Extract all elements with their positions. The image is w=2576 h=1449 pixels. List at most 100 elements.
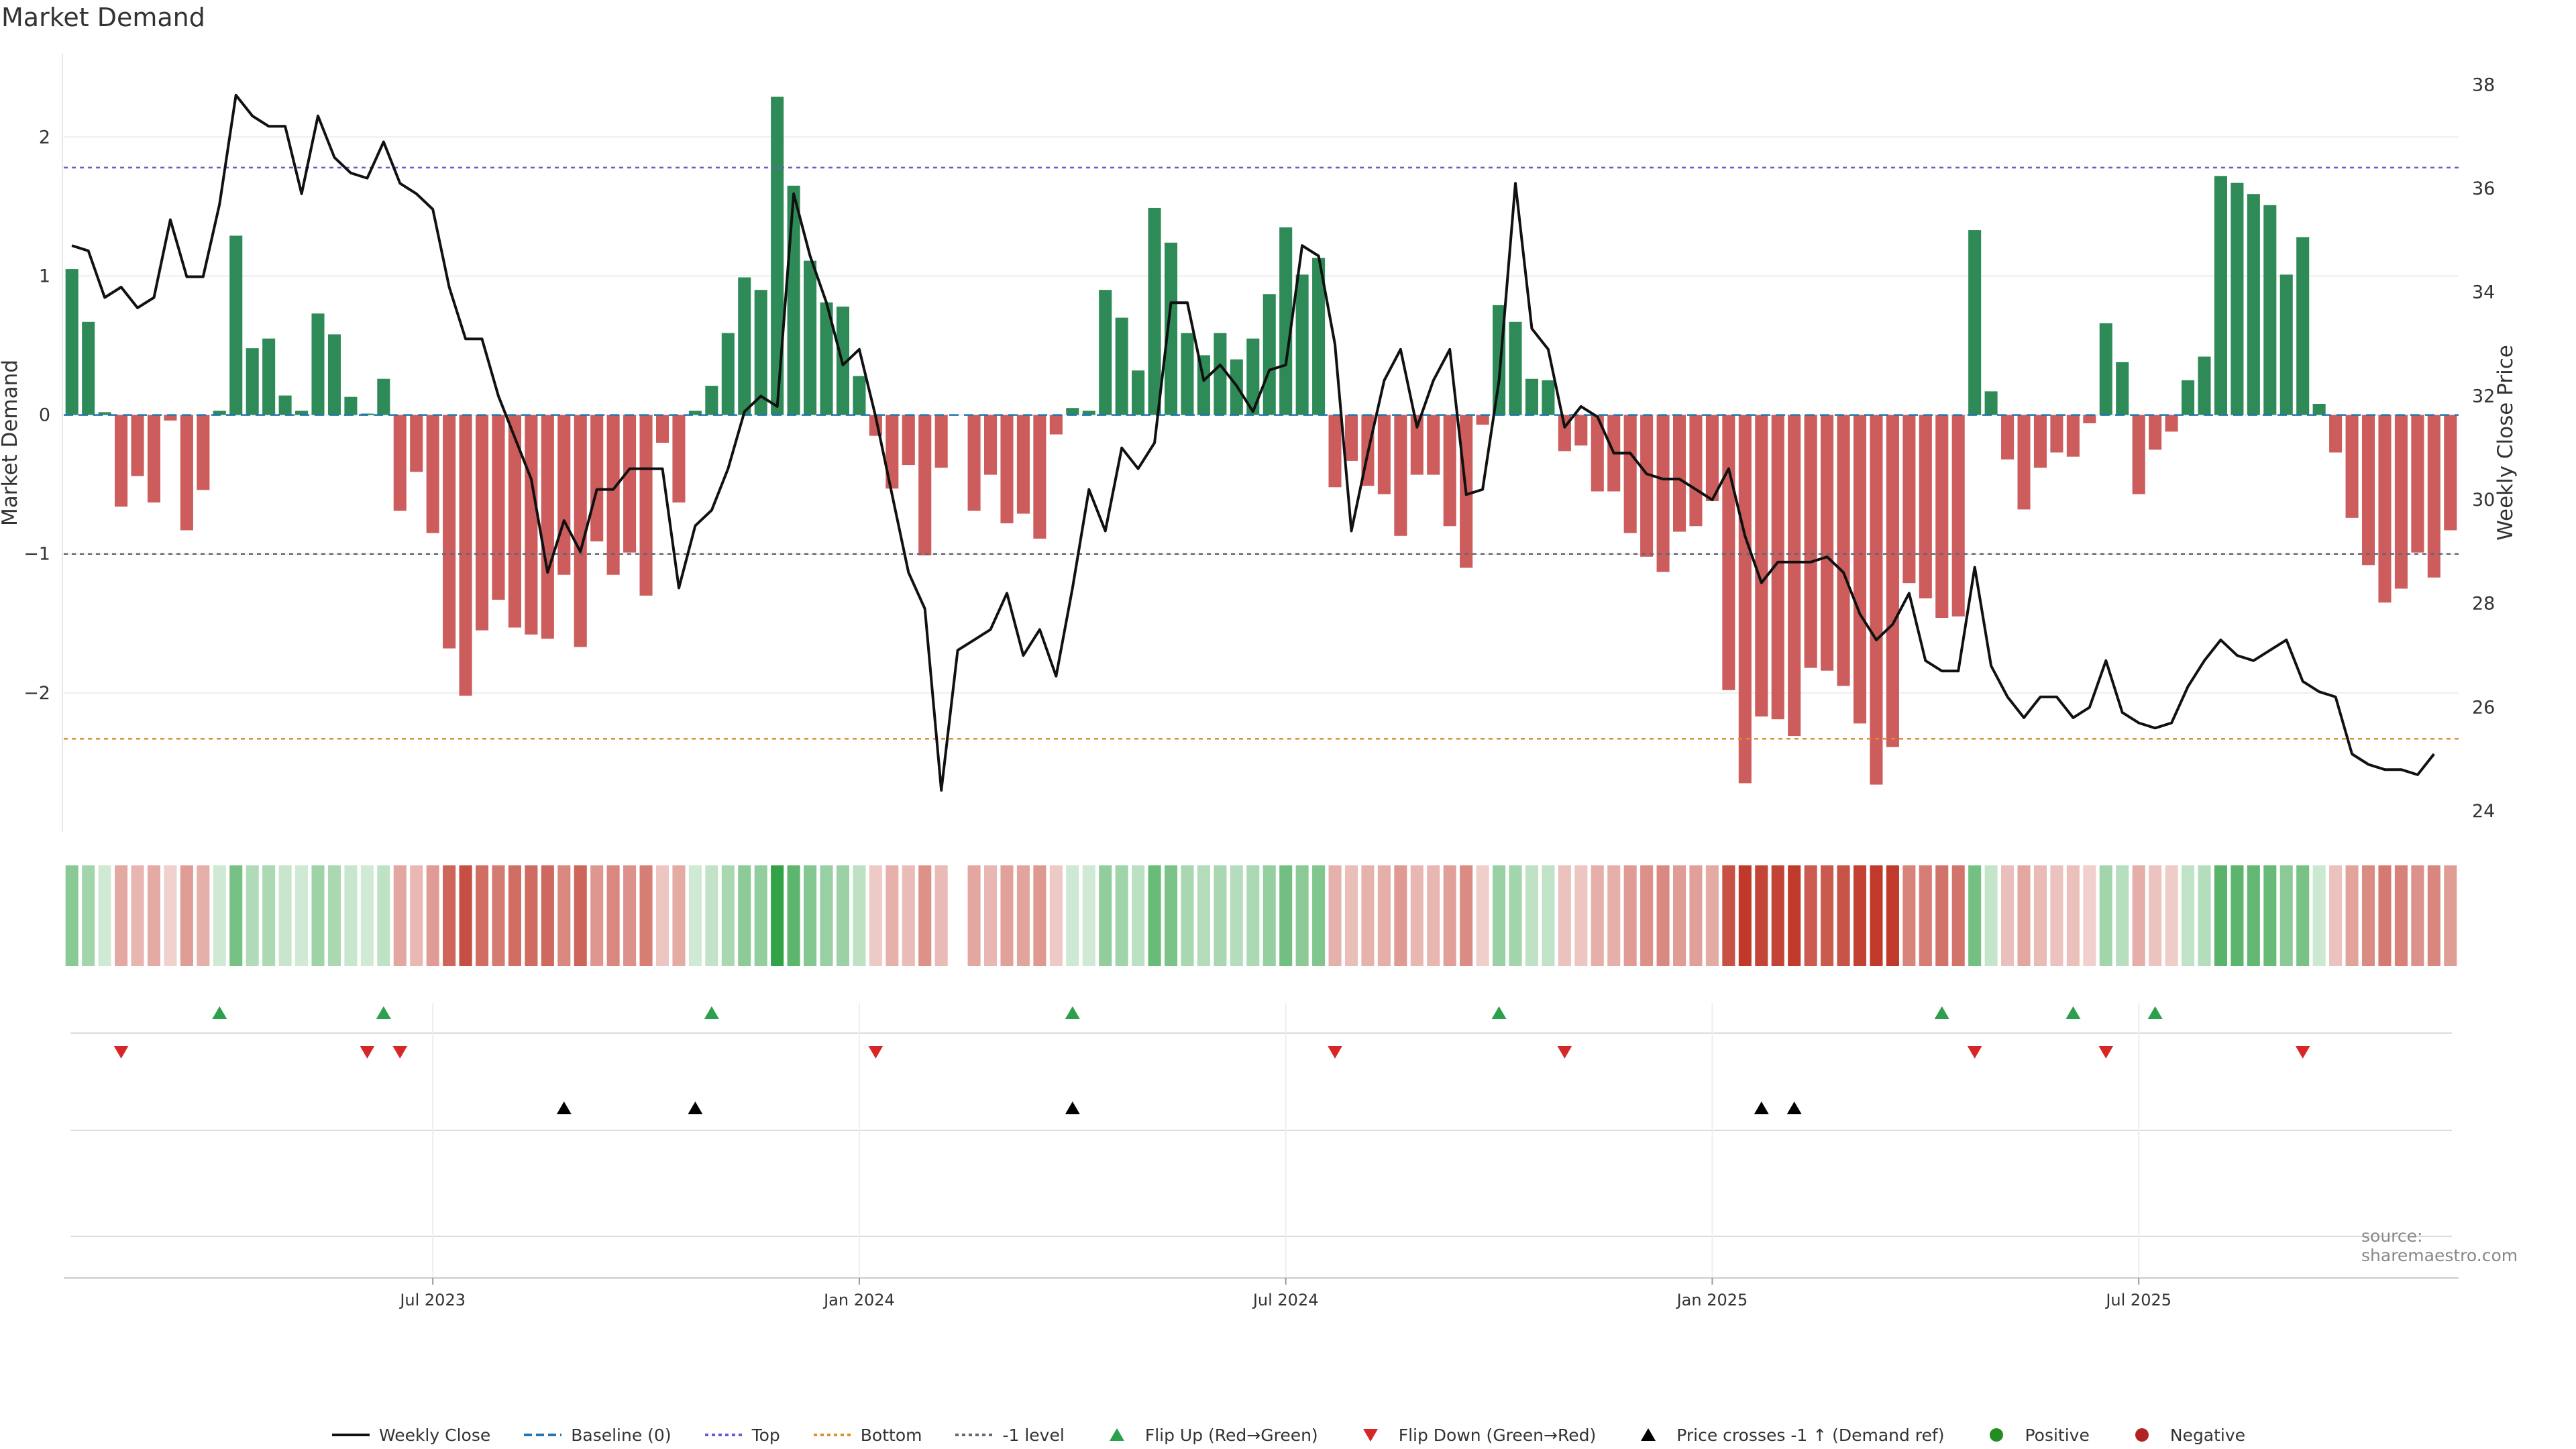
heatmap-cell bbox=[98, 865, 111, 966]
demand-bar bbox=[1951, 415, 1965, 616]
demand-bar bbox=[1672, 415, 1686, 532]
demand-bar bbox=[2017, 415, 2031, 510]
y2-axis-label: Weekly Close Price bbox=[2493, 345, 2518, 541]
heatmap-cell bbox=[1377, 865, 1391, 966]
heatmap-cell bbox=[1295, 865, 1309, 966]
heatmap-cell bbox=[1542, 865, 1555, 966]
heatmap-cell bbox=[574, 865, 587, 966]
demand-bar bbox=[1821, 415, 1834, 671]
heatmap-cell bbox=[2329, 865, 2343, 966]
heatmap-cell bbox=[65, 865, 78, 966]
demand-bar bbox=[967, 415, 981, 511]
demand-bar bbox=[2329, 415, 2343, 453]
legend-label: Weekly Close bbox=[378, 1425, 491, 1445]
demand-bar bbox=[492, 415, 505, 600]
heatmap-cell bbox=[1738, 865, 1752, 966]
flip-up-marker bbox=[212, 1006, 227, 1019]
demand-bar bbox=[410, 415, 423, 472]
demand-bar bbox=[1394, 415, 1407, 536]
legend-label: Bottom bbox=[860, 1425, 922, 1445]
x-tick-label: Jan 2025 bbox=[1676, 1291, 1748, 1309]
heatmap-cell bbox=[918, 865, 932, 966]
heatmap-cell bbox=[1837, 865, 1850, 966]
heatmap-cell bbox=[869, 865, 882, 966]
heatmap-cell bbox=[836, 865, 850, 966]
heatmap-cell bbox=[1066, 865, 1079, 966]
heatmap-cell bbox=[2444, 865, 2457, 966]
x-tick-label: Jul 2025 bbox=[2104, 1291, 2171, 1309]
flip-up-marker bbox=[704, 1006, 719, 1019]
bars-layer bbox=[65, 97, 2457, 785]
flip-up-marker bbox=[1934, 1006, 1949, 1019]
heatmap-strip bbox=[65, 865, 2457, 966]
demand-bar bbox=[2033, 415, 2047, 468]
demand-bar bbox=[1689, 415, 1703, 527]
heatmap-cell bbox=[295, 865, 309, 966]
demand-bar bbox=[1705, 415, 1719, 501]
triangle-up-icon bbox=[1109, 1428, 1124, 1441]
demand-bar bbox=[1099, 290, 1112, 415]
legend-item: Baseline (0) bbox=[523, 1425, 672, 1445]
heatmap-cell bbox=[1361, 865, 1375, 966]
demand-bar bbox=[1082, 411, 1095, 415]
y2-tick-label: 38 bbox=[2472, 74, 2495, 95]
legend: Weekly Close Baseline (0) Top Bottom -1 leve… bbox=[0, 1425, 2576, 1445]
heatmap-cell bbox=[2214, 865, 2227, 966]
demand-bar bbox=[197, 415, 210, 490]
demand-bar bbox=[688, 411, 702, 415]
demand-bar bbox=[98, 412, 111, 415]
heatmap-cell bbox=[508, 865, 521, 966]
demand-bar bbox=[2149, 415, 2162, 450]
heatmap-cell bbox=[1033, 865, 1046, 966]
demand-bar bbox=[1049, 415, 1063, 435]
demand-bar bbox=[2378, 415, 2392, 603]
demand-bar bbox=[1640, 415, 1654, 557]
demand-bar bbox=[623, 415, 637, 553]
demand-bar bbox=[2312, 404, 2326, 415]
legend-label: Price crosses -1 ↑ (Demand ref) bbox=[1676, 1425, 1945, 1445]
demand-bar bbox=[934, 415, 948, 468]
heatmap-cell bbox=[1640, 865, 1654, 966]
heatmap-cell bbox=[2066, 865, 2080, 966]
source-note: source: sharemaestro.com bbox=[2361, 1226, 2518, 1265]
demand-bar bbox=[721, 333, 735, 415]
heatmap-cell bbox=[2182, 865, 2195, 966]
heatmap-cell bbox=[967, 865, 981, 966]
heatmap-cell bbox=[2345, 865, 2359, 966]
heatmap-cell bbox=[2231, 865, 2244, 966]
heatmap-cell bbox=[1558, 865, 1571, 966]
heatmap-cell bbox=[525, 865, 538, 966]
demand-bar bbox=[2099, 323, 2112, 415]
dot-icon bbox=[1990, 1428, 2004, 1442]
demand-bar bbox=[1132, 370, 1145, 415]
flip-down-marker bbox=[1328, 1046, 1343, 1059]
heatmap-cell bbox=[2296, 865, 2310, 966]
heatmap-cell bbox=[426, 865, 439, 966]
heatmap-cell bbox=[1984, 865, 1998, 966]
demand-bar bbox=[2116, 362, 2129, 415]
demand-bar bbox=[1623, 415, 1637, 533]
heatmap-cell bbox=[1672, 865, 1686, 966]
demand-bar bbox=[1870, 415, 1883, 785]
demand-bar bbox=[705, 386, 718, 415]
heatmap-cell bbox=[213, 865, 226, 966]
demand-bar bbox=[475, 415, 489, 631]
y-tick-label: −1 bbox=[23, 544, 50, 565]
heatmap-cell bbox=[1132, 865, 1145, 966]
legend-item: Flip Up (Red→Green) bbox=[1097, 1425, 1318, 1445]
demand-bar bbox=[2247, 194, 2260, 415]
demand-bar bbox=[1443, 415, 1456, 527]
demand-bar bbox=[1755, 415, 1768, 717]
heatmap-cell bbox=[754, 865, 767, 966]
x-tick-label: Jan 2024 bbox=[822, 1291, 895, 1309]
heatmap-cell bbox=[197, 865, 210, 966]
demand-bar bbox=[984, 415, 998, 475]
demand-bar bbox=[1509, 321, 1522, 415]
heatmap-cell bbox=[246, 865, 259, 966]
demand-bar bbox=[131, 415, 144, 476]
demand-bar bbox=[1853, 415, 1867, 724]
heatmap-cell bbox=[1460, 865, 1473, 966]
heatmap-cell bbox=[1263, 865, 1276, 966]
solid-line-icon bbox=[331, 1434, 370, 1436]
demand-bar bbox=[639, 415, 653, 596]
